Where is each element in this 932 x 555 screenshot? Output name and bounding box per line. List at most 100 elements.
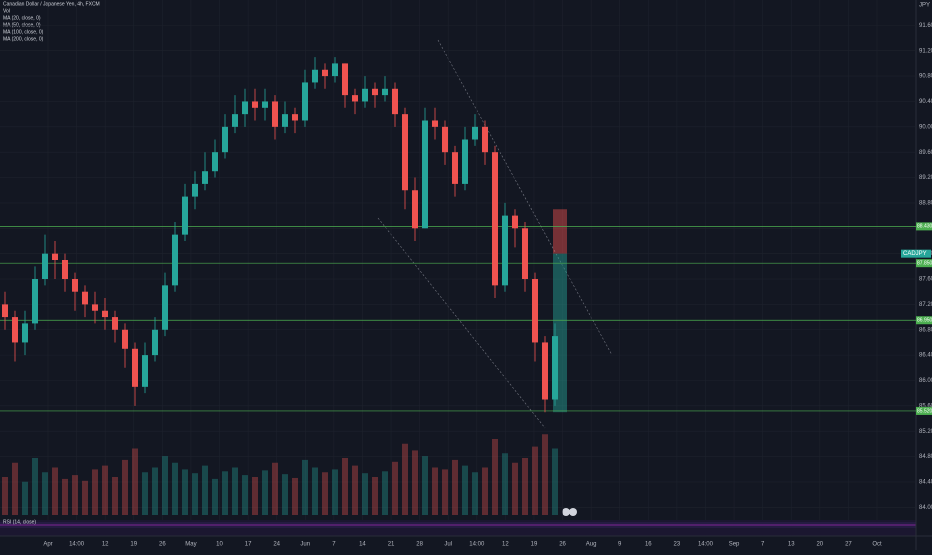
y-tick-label: 91.200 [919,48,932,54]
x-tick-label: Jul [444,542,452,548]
x-tick-label: Oct [872,542,882,548]
volume-bar [412,450,418,515]
y-tick-label: 86.400 [919,353,932,359]
volume-bar [22,481,28,515]
candle-body [62,260,68,280]
x-tick-label: 26 [559,542,566,548]
y-tick-label: 90.400 [919,99,932,105]
volume-bar [182,469,188,515]
volume-bar [212,478,218,515]
legend-entry: MA (200, close, 0) [3,36,44,42]
x-tick-label: 21 [388,542,395,548]
candle-body [142,355,148,387]
volume-bar [312,467,318,515]
x-tick-label: Sep [729,542,740,548]
y-tick-label: 90.800 [919,74,932,80]
volume-bar [482,467,488,515]
volume-bar [352,465,358,515]
currency: JPY [919,3,930,9]
candle-body [132,348,138,387]
candle-body [162,285,168,330]
volume-bar [152,467,158,515]
level-label: 86.950 [917,318,932,324]
candle-body [232,114,238,127]
trend-line [377,217,546,429]
legend-entry: MA (20, close, 0) [3,15,41,21]
y-tick-label: 90.000 [919,124,932,130]
candle-body [42,253,48,280]
candle-body [312,69,318,83]
candle-body [362,88,368,102]
candle-body [262,101,268,108]
candle-body [222,126,228,153]
x-tick-label: 23 [674,542,681,548]
x-tick-label: 28 [416,542,423,548]
volume-bar [272,462,278,515]
x-tick-label: 17 [245,542,252,548]
volume-bar [232,467,238,515]
y-tick-label: 88.800 [919,201,932,207]
candle-body [82,291,88,305]
candle-body [422,120,428,229]
candle-body [552,336,558,400]
volume-bar [392,461,398,515]
candle-body [342,63,348,96]
rsi-label: RSI (14, close) [3,519,36,525]
y-tick-label: 84.400 [919,480,932,486]
candle-body [492,152,498,286]
level-label: 85.520 [917,408,932,414]
candle-body [512,215,518,229]
candle-body [352,95,358,102]
y-tick-label: 85.200 [919,429,932,435]
x-tick-label: 13 [788,542,795,548]
volume-bar [362,473,368,515]
replay-icon[interactable] [569,508,577,516]
x-tick-label: 16 [645,542,652,548]
x-tick-label: 19 [531,542,538,548]
volume-bar [172,462,178,515]
volume-bar [222,471,228,515]
candle-body [192,183,198,197]
x-tick-label: Aug [586,542,597,548]
candle-body [522,228,528,280]
volume-bar [282,474,288,515]
volume-bar [452,459,458,515]
volume-bar [242,475,248,515]
volume-bar [302,459,308,515]
volume-bar [72,475,78,515]
legend-entry: Vol [3,8,10,14]
volume-bar [492,439,498,515]
x-tick-label: 7 [761,542,765,548]
candle-body [22,323,28,343]
candle-body [382,88,388,96]
volume-bar [372,477,378,515]
volume-bar [102,465,108,515]
x-tick-label: May [185,542,196,548]
x-tick-label: 12 [502,542,509,548]
candle-body [442,126,448,153]
volume-bar [192,473,198,515]
candle-body [322,69,328,77]
volume-bar [162,456,168,515]
candle-body [432,120,438,127]
candle-body [32,279,38,324]
x-tick-label: 27 [845,542,852,548]
volume-bar [2,477,8,515]
volume-bar [112,477,118,515]
level-label: 87.850 [917,260,932,266]
x-tick-label: 14:00 [69,542,85,548]
x-tick-label: 14:00 [698,542,714,548]
stop-zone [553,209,567,254]
volume-bar [442,469,448,515]
candle-body [372,88,378,96]
candle-body [542,342,548,400]
volume-bar [82,480,88,515]
replay-icon[interactable] [562,508,570,516]
position-tag [901,249,931,258]
volume-bar [262,470,268,515]
legend-entry: MA (100, close, 0) [3,29,44,35]
candle-body [302,82,308,121]
x-tick-label: 12 [102,542,109,548]
candle-body [112,317,118,330]
